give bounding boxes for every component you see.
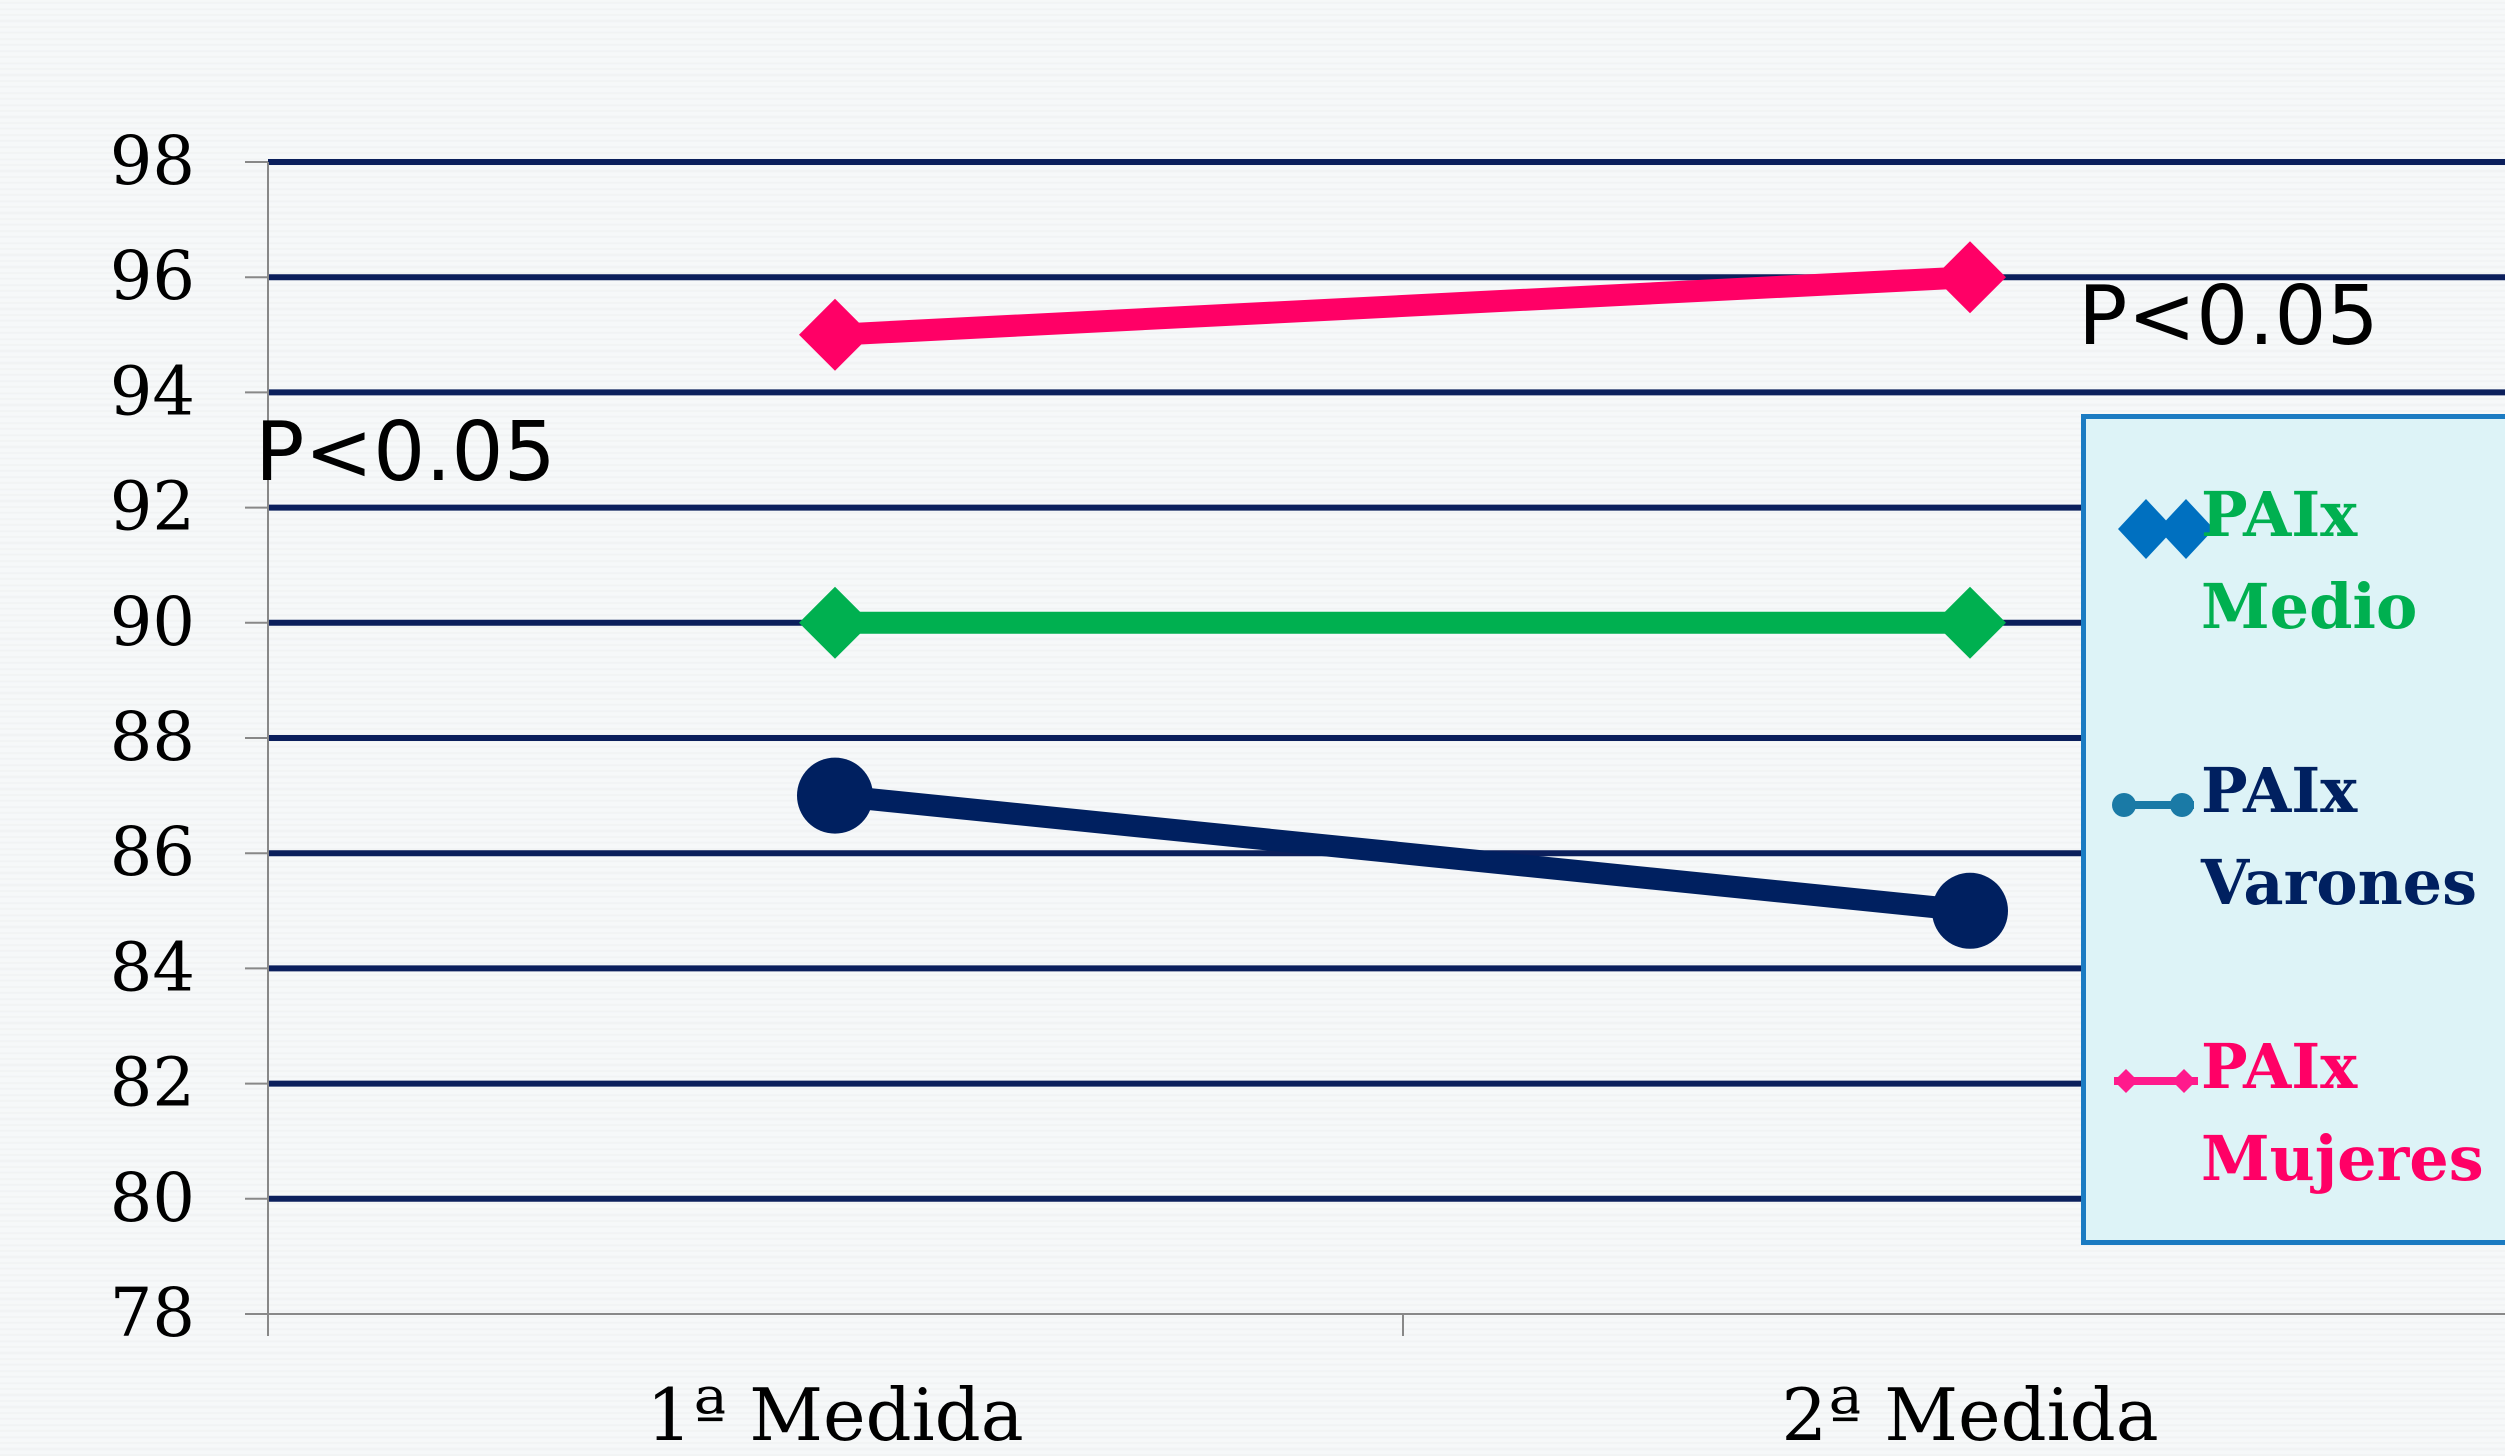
y-tick-label: 88 [110, 698, 195, 776]
y-tick-label: 78 [110, 1274, 195, 1352]
y-tick-label: 94 [110, 352, 195, 430]
data-point [1932, 872, 2008, 949]
data-point [1934, 586, 2006, 659]
legend-item-varones: PAIx Varones [2086, 745, 2505, 919]
legend-label-line1: PAIx [2201, 1030, 2358, 1103]
series-line [833, 784, 1972, 922]
legend-item-mujeres: PAIx Mujeres [2086, 1021, 2505, 1195]
legend-item-medio: PAIx Medio [2086, 469, 2505, 643]
legend-diamond-icon [2118, 499, 2214, 559]
axes [245, 161, 2505, 1336]
legend-marker-mujeres [2114, 1069, 2138, 1093]
legend-label-line2: Medio [2201, 570, 2418, 643]
y-tick-label: 80 [110, 1159, 195, 1237]
y-tick-label: 90 [110, 583, 195, 661]
legend-marker-medio [2118, 499, 2174, 559]
legend-label-line1: PAIx [2201, 754, 2358, 827]
legend-marker-varones [2112, 793, 2136, 817]
series-lines [797, 241, 2008, 949]
legend-diamond-small-icon [2114, 1069, 2198, 1093]
legend-label-line2: Mujeres [2201, 1122, 2484, 1195]
x-category-label: 1ª Medida [646, 1373, 1023, 1456]
series-paix-medio [799, 586, 2006, 659]
series-paix-mujeres [799, 241, 2006, 371]
annotation-p-value-right: P<0.05 [2078, 269, 2379, 364]
data-point [799, 586, 871, 659]
legend-label-line2: Varones [2201, 846, 2478, 919]
y-tick-labels: 78 80 82 84 86 88 90 92 94 96 98 [110, 122, 195, 1352]
chart-legend: PAIx Medio PAIx Varones PAIx Mujeres [2081, 414, 2505, 1245]
y-tick-label: 84 [110, 928, 195, 1006]
series-paix-varones [797, 757, 2008, 949]
y-tick-label: 96 [110, 237, 195, 315]
y-tick-label: 86 [110, 813, 195, 891]
x-category-labels: 1ª Medida 2ª Medida [646, 1373, 2158, 1456]
legend-label-line1: PAIx [2201, 478, 2358, 551]
data-point [1934, 241, 2006, 314]
legend-circle-icon [2112, 793, 2194, 817]
y-tick-label: 98 [110, 122, 195, 200]
series-line [834, 266, 1971, 346]
data-point [797, 757, 873, 834]
data-point [799, 298, 871, 371]
y-tick-label: 92 [110, 468, 195, 546]
x-category-label: 2ª Medida [1781, 1373, 2158, 1456]
annotation-p-value-left: P<0.05 [255, 405, 556, 500]
y-tick-label: 82 [110, 1044, 195, 1122]
